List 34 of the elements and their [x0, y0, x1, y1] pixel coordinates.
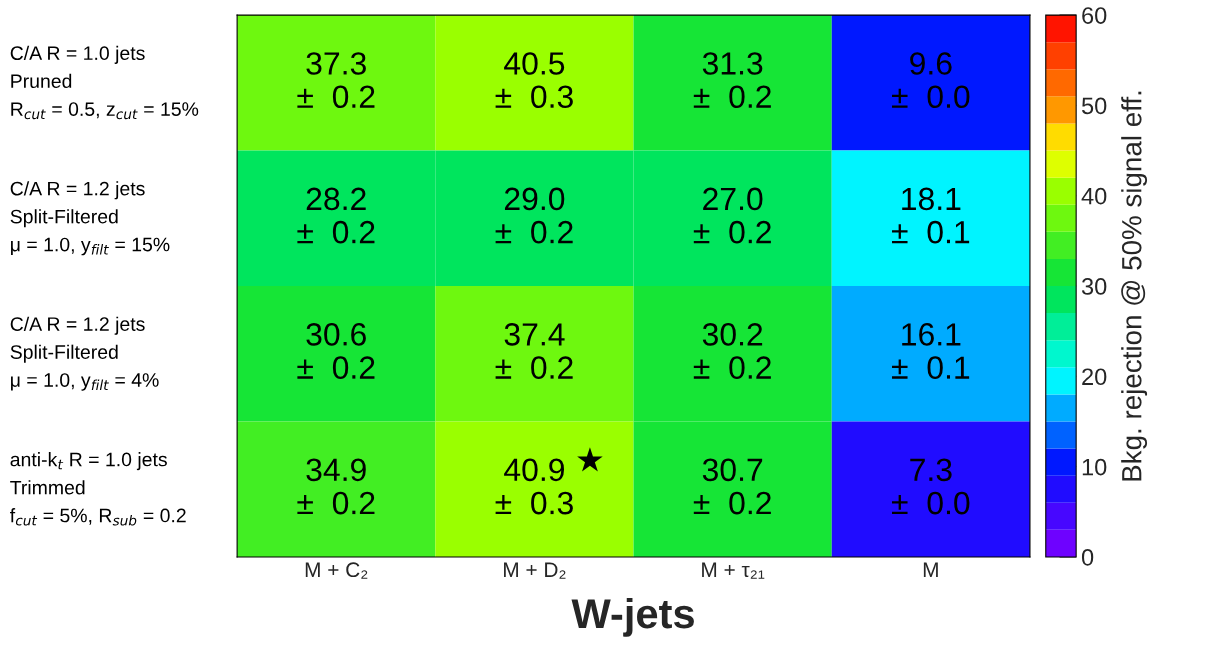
data-label: 18.1 ± 0.1 — [892, 187, 970, 244]
color-bar-label: 30 — [1081, 278, 1107, 295]
color-bar-label: 50 — [1081, 97, 1107, 115]
data-label: 37.3 ± 0.2 — [297, 52, 375, 109]
data-label: 31.3 ± 0.2 — [693, 52, 771, 109]
data-label: 30.2 ± 0.2 — [693, 323, 771, 379]
data-label: 40.5 ± 0.3 — [495, 52, 573, 109]
data-label: 40.9 ± 0.3 — [495, 458, 573, 515]
x-tick-label: M + D₂ — [504, 562, 566, 579]
color-bar-title: Bkg. rejection @ 50% signal eff. — [1121, 91, 1148, 481]
annotation: ★ — [577, 447, 603, 472]
data-label: 37.4 ± 0.2 — [495, 323, 573, 379]
x-tick-label: M + τ₂₁ — [702, 562, 765, 579]
color-bar-label: 0 — [1081, 549, 1094, 566]
data-label: 7.3 ± 0.0 — [892, 458, 970, 515]
data-label: 9.6 ± 0.0 — [892, 52, 970, 109]
x-tick-label: M + C₂ — [305, 562, 368, 579]
data-label: 30.7 ± 0.2 — [693, 458, 771, 515]
x-tick-label: M — [923, 562, 938, 577]
color-bar-label: 20 — [1082, 368, 1107, 386]
color-bar-label: 40 — [1081, 187, 1107, 205]
data-label: 16.1 ± 0.1 — [892, 323, 970, 379]
category-label: anti-k$_{t}$ R = 1.0 jets Trimmed f$_{cut}$ = 5%, R$_{sub}$ = 0.2 — [10, 452, 186, 526]
color-bar-label: 10 — [1082, 458, 1107, 476]
data-label: 30.6 ± 0.2 — [297, 323, 375, 379]
data-label: 34.9 ± 0.2 — [297, 458, 375, 515]
data-label: 28.2 ± 0.2 — [297, 187, 375, 244]
y-tick-label: C/A R = 1.2 jets Split-Filtered μ = 1.0, y$_{filt}$ = 4% — [10, 316, 159, 391]
x-axis-title: W-jets — [571, 597, 694, 637]
data-label: 27.0 ± 0.2 — [693, 187, 771, 244]
data-label: 29.0 ± 0.2 — [495, 187, 573, 244]
y-tick-label: C/A R = 1.0 jets Pruned R$_{cut}$ = 0.5, z$_{cut}$ = 15% — [10, 45, 199, 120]
y-tick-label: C/A R = 1.2 jets Split-Filtered μ = 1.0, y$_{filt}$ = 15% — [10, 181, 170, 256]
color-bar-label: 60 — [1082, 7, 1107, 24]
